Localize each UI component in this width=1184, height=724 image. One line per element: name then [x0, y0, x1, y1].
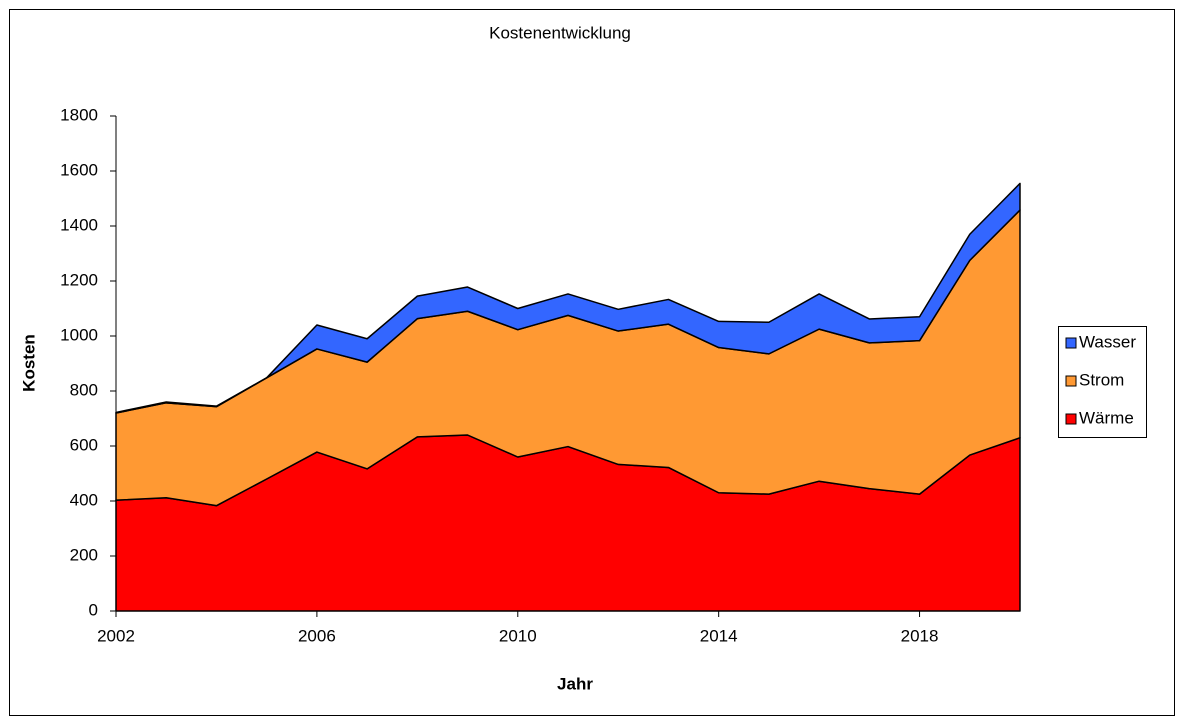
legend-label: Wasser: [1079, 332, 1136, 351]
y-tick-label: 1000: [60, 325, 98, 344]
x-tick-label: 2006: [298, 626, 336, 645]
x-tick-label: 2018: [901, 626, 939, 645]
x-tick-label: 2010: [499, 626, 537, 645]
y-tick-label: 600: [70, 435, 98, 454]
y-tick-label: 800: [70, 380, 98, 399]
x-axis-label: Jahr: [557, 674, 593, 693]
y-tick-label: 200: [70, 545, 98, 564]
y-tick-label: 0: [89, 600, 98, 619]
x-tick-label: 2002: [97, 626, 135, 645]
legend-label: Strom: [1079, 370, 1124, 389]
legend-swatch: [1065, 375, 1077, 387]
plot-area: [115, 182, 1021, 612]
y-tick-label: 1600: [60, 160, 98, 179]
y-tick-label: 1200: [60, 270, 98, 289]
area: [115, 182, 1021, 414]
y-tick-label: 1400: [60, 215, 98, 234]
x-tick-label: 2014: [700, 626, 738, 645]
legend-swatch: [1065, 337, 1077, 349]
y-tick-label: 1800: [60, 105, 98, 124]
legend-label: Wärme: [1079, 408, 1134, 427]
legend-swatch: [1065, 413, 1077, 425]
y-tick-label: 400: [70, 490, 98, 509]
chart-title: Kostenentwicklung: [489, 23, 631, 42]
y-axis-label: Kosten: [19, 334, 38, 392]
